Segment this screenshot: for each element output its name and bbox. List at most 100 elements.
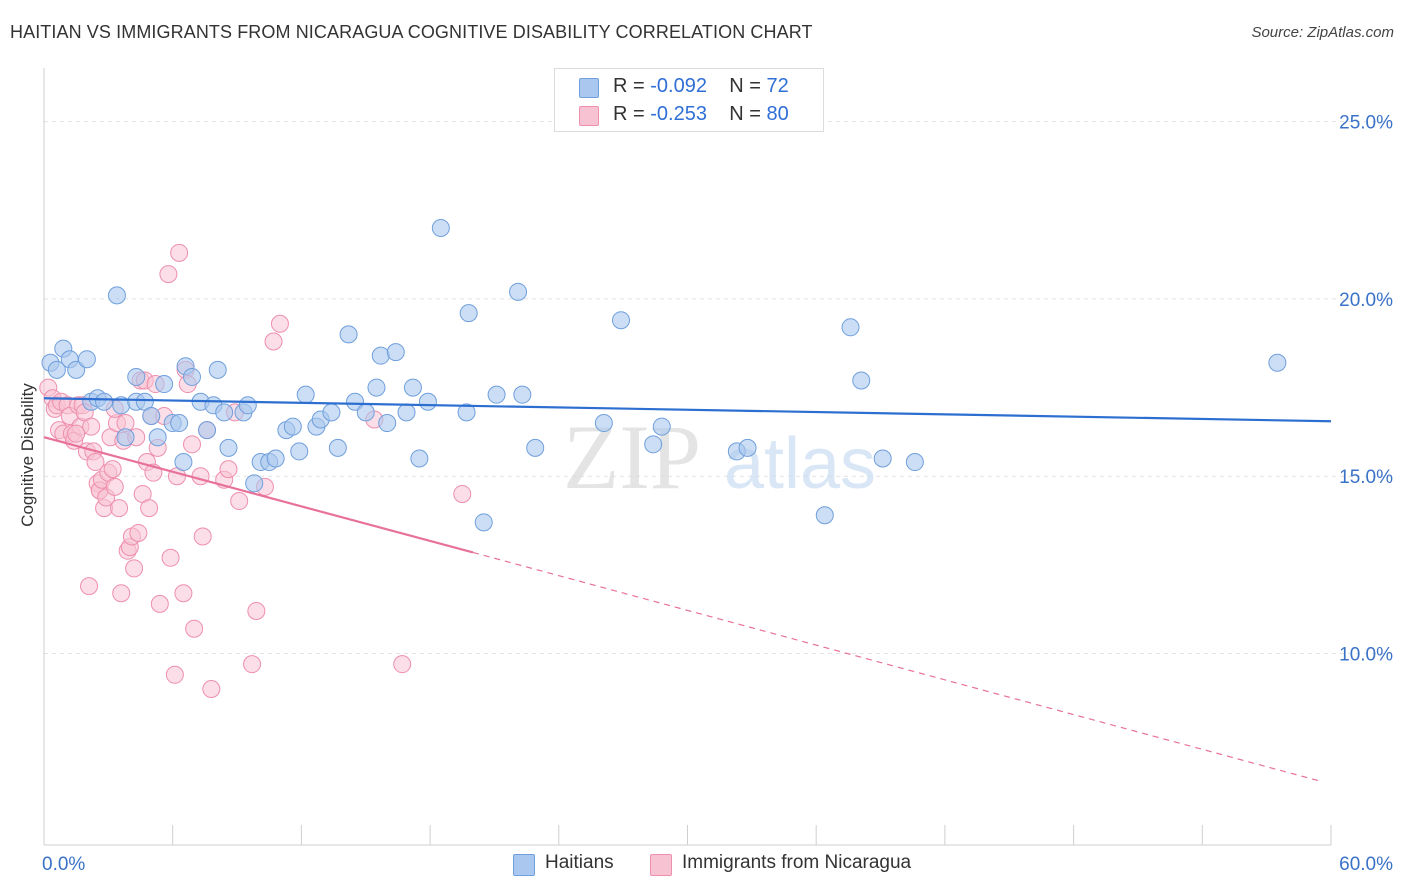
data-point-haitians	[155, 375, 174, 394]
x-tick-label: 60.0%	[1339, 854, 1393, 875]
data-point-nicaragua	[191, 467, 210, 486]
data-point-haitians	[296, 385, 315, 404]
data-point-nicaragua	[247, 601, 266, 620]
data-point-nicaragua	[165, 665, 184, 684]
data-point-nicaragua	[80, 577, 99, 596]
data-point-haitians	[107, 286, 126, 305]
data-point-haitians	[403, 378, 422, 397]
data-point-nicaragua	[202, 679, 221, 698]
legend-swatch-haitians	[579, 78, 599, 98]
data-point-haitians	[431, 219, 450, 238]
data-point-nicaragua	[193, 527, 212, 546]
data-point-nicaragua	[243, 655, 262, 674]
tick-labels: 10.0% 15.0% 20.0% 25.0% 0.0% 60.0%	[42, 113, 1393, 875]
data-point-nicaragua	[82, 417, 101, 436]
x-tick-label: 0.0%	[42, 854, 85, 875]
data-point-haitians	[47, 360, 66, 379]
data-point-haitians	[208, 360, 227, 379]
data-point-nicaragua	[174, 584, 193, 603]
series-nicaragua-points	[39, 243, 472, 698]
data-point-haitians	[852, 371, 871, 390]
data-point-haitians	[142, 406, 161, 425]
data-point-haitians	[215, 403, 234, 422]
data-point-haitians	[238, 396, 257, 415]
data-point-haitians	[356, 403, 375, 422]
data-point-haitians	[594, 414, 613, 433]
data-point-nicaragua	[112, 584, 131, 603]
bottom-legend-swatch-nicaragua	[650, 854, 672, 876]
bottom-legend-label-haitians: Haitians	[545, 852, 614, 873]
watermark: ZIP atlas	[563, 406, 876, 508]
data-point-nicaragua	[140, 499, 159, 518]
data-point-haitians	[183, 367, 202, 386]
data-point-haitians	[410, 449, 429, 468]
grid-lines	[44, 121, 1393, 655]
data-point-nicaragua	[125, 559, 144, 578]
data-point-nicaragua	[86, 453, 105, 472]
source-label: Source: ZipAtlas.com	[1251, 24, 1394, 41]
data-point-haitians	[738, 438, 757, 457]
data-point-haitians	[367, 378, 386, 397]
legend-r-label: R =	[613, 103, 645, 125]
data-point-haitians	[67, 360, 86, 379]
data-point-nicaragua	[105, 477, 124, 496]
legend-r-label: R =	[613, 75, 645, 97]
data-point-haitians	[378, 414, 397, 433]
legend-n-value: 72	[766, 75, 789, 97]
data-point-haitians	[170, 414, 189, 433]
data-point-haitians	[219, 438, 238, 457]
trend-line-nicaragua-extension	[472, 551, 1321, 782]
axes	[43, 68, 1332, 846]
data-point-haitians	[457, 403, 476, 422]
data-point-haitians	[815, 506, 834, 525]
data-point-haitians	[873, 449, 892, 468]
data-point-haitians	[77, 350, 96, 369]
legend-r-value: -0.092	[650, 75, 707, 97]
data-point-nicaragua	[150, 594, 169, 613]
data-point-haitians	[526, 438, 545, 457]
chart-title: HAITIAN VS IMMIGRANTS FROM NICARAGUA COG…	[10, 22, 813, 42]
data-point-haitians	[198, 421, 217, 440]
data-point-haitians	[148, 428, 167, 447]
y-axis-label: Cognitive Disability	[18, 383, 37, 527]
data-point-nicaragua	[161, 548, 180, 567]
data-point-nicaragua	[219, 460, 238, 479]
legend-n-value: 80	[766, 103, 789, 125]
data-point-haitians	[290, 442, 309, 461]
y-tick-label: 15.0%	[1339, 467, 1393, 488]
data-point-haitians	[612, 311, 631, 330]
data-point-haitians	[487, 385, 506, 404]
data-point-nicaragua	[270, 314, 289, 333]
data-point-haitians	[346, 392, 365, 411]
data-point-haitians	[386, 343, 405, 362]
watermark-atlas: atlas	[724, 424, 876, 504]
data-point-nicaragua	[183, 435, 202, 454]
data-point-nicaragua	[393, 655, 412, 674]
legend-n-label: N =	[729, 103, 761, 125]
trend-line-haitians	[43, 397, 1332, 423]
data-point-nicaragua	[103, 460, 122, 479]
data-point-haitians	[418, 392, 437, 411]
legend-r-value: -0.253	[650, 103, 707, 125]
data-point-haitians	[841, 318, 860, 337]
data-point-haitians	[397, 403, 416, 422]
data-point-haitians	[371, 346, 390, 365]
bottom-legend-swatch-haitians	[513, 854, 535, 876]
data-point-nicaragua	[170, 243, 189, 262]
bottom-legend-label-nicaragua: Immigrants from Nicaragua	[682, 852, 912, 873]
data-point-haitians	[266, 449, 285, 468]
data-point-haitians	[95, 392, 114, 411]
legend-n-label: N =	[729, 75, 761, 97]
data-point-nicaragua	[230, 492, 249, 511]
data-point-nicaragua	[129, 523, 148, 542]
data-point-nicaragua	[159, 265, 178, 284]
y-tick-label: 10.0%	[1339, 645, 1393, 666]
data-point-haitians	[174, 453, 193, 472]
series-haitians-points	[41, 219, 1287, 532]
y-tick-label: 20.0%	[1339, 290, 1393, 311]
data-point-haitians	[245, 474, 264, 493]
trend-line-nicaragua	[43, 436, 474, 554]
trend-lines	[43, 397, 1332, 782]
data-point-haitians	[509, 282, 528, 301]
